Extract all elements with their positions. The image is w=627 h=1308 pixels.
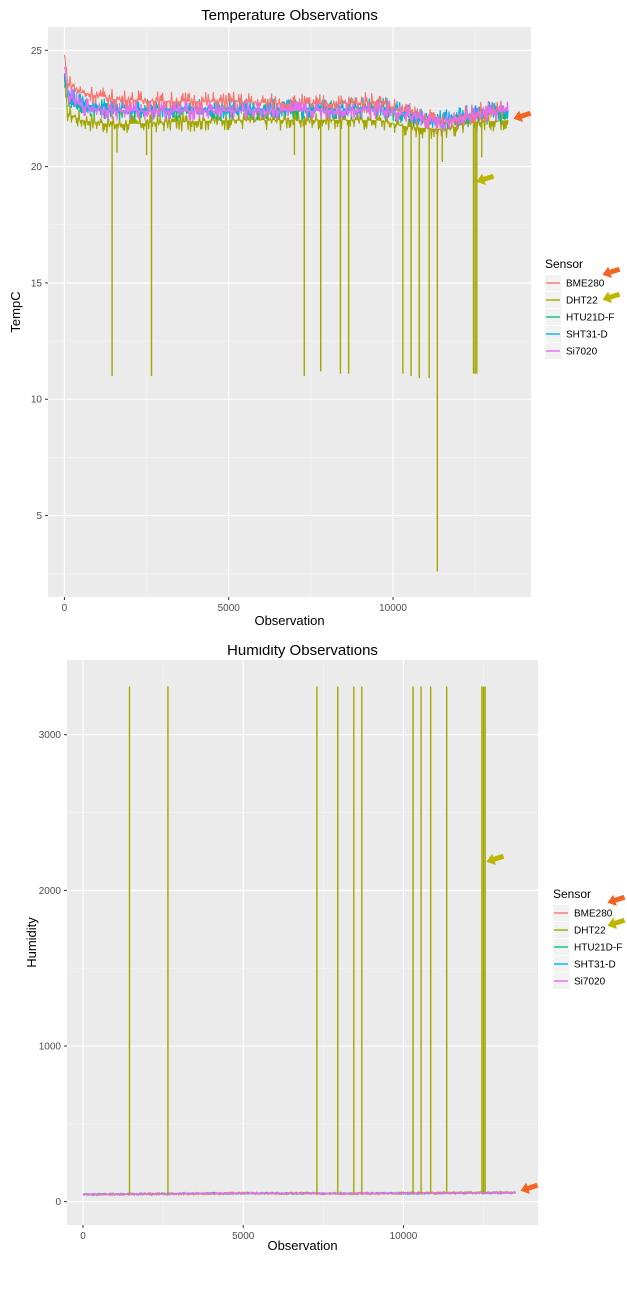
legend-label: SHT31-D xyxy=(574,960,616,971)
legend-label: BME280 xyxy=(574,909,613,920)
legend-title: Sensor xyxy=(553,887,591,901)
series-line-bme280 xyxy=(63,54,509,130)
x-tick-label: 5000 xyxy=(232,1231,255,1242)
bme280-arrow-icon xyxy=(513,110,532,123)
y-tick-label: 1000 xyxy=(39,1042,62,1053)
temperature-chart-svg: 0 5000 10000 5 10 15 20 25 Temperature Observati… xyxy=(8,7,621,628)
legend-title: Sensor xyxy=(545,257,583,271)
y-tick-label: 2000 xyxy=(39,886,62,897)
x-axis-title: Observation xyxy=(267,1238,337,1253)
legend-label: HTU21D-F xyxy=(566,313,614,324)
y-tick-label: 0 xyxy=(55,1197,61,1208)
bme280-arrow-icon xyxy=(520,1182,539,1195)
y-tick-label: 3000 xyxy=(39,730,62,741)
y-tick-label: 25 xyxy=(31,46,43,57)
series-line-dht22 xyxy=(63,84,509,140)
y-axis-title: TempC xyxy=(8,291,23,332)
legend-label: BME280 xyxy=(566,279,605,290)
y-tick-label: 20 xyxy=(31,162,43,173)
humidity-chart-svg: 0 5000 10000 0 1000 2000 3000 Humidity Observat… xyxy=(24,642,626,1253)
chart-title: Temperature Observations xyxy=(201,7,378,24)
legend-dht22-arrow-icon xyxy=(607,917,626,930)
legend-bme280-arrow-icon xyxy=(602,266,621,279)
legend-label: HTU21D-F xyxy=(574,943,622,954)
y-tick-label: 10 xyxy=(31,395,43,406)
x-tick-label: 10000 xyxy=(379,603,407,614)
legend-label: Si7020 xyxy=(566,347,598,358)
temperature-chart: 0 5000 10000 5 10 15 20 25 Temperature Observati… xyxy=(0,0,627,645)
dht22-arrow-icon xyxy=(476,173,495,186)
legend-label: SHT31-D xyxy=(566,330,608,341)
chart-title: Humidity Observations xyxy=(227,645,378,659)
legend-label: DHT22 xyxy=(566,296,598,307)
dht22-arrow-icon xyxy=(486,853,505,866)
x-tick-label: 10000 xyxy=(390,1231,418,1242)
humidity-chart: 0 5000 10000 0 1000 2000 3000 Humidity Observat… xyxy=(0,642,627,1308)
legend-label: Si7020 xyxy=(574,977,606,988)
series-line-si7020 xyxy=(82,1190,516,1196)
x-tick-label: 0 xyxy=(62,603,68,614)
x-axis-title: Observation xyxy=(254,613,324,628)
x-tick-label: 0 xyxy=(80,1231,86,1242)
legend-label: DHT22 xyxy=(574,926,606,937)
legend-dht22-arrow-icon xyxy=(602,291,621,304)
y-axis-title: Humidity xyxy=(24,917,39,968)
plot-panel xyxy=(67,660,538,1225)
legend-bme280-arrow-icon xyxy=(607,894,626,907)
series-line-si7020 xyxy=(63,66,509,133)
y-tick-label: 5 xyxy=(36,511,42,522)
y-tick-label: 15 xyxy=(31,278,43,289)
x-tick-label: 5000 xyxy=(218,603,241,614)
